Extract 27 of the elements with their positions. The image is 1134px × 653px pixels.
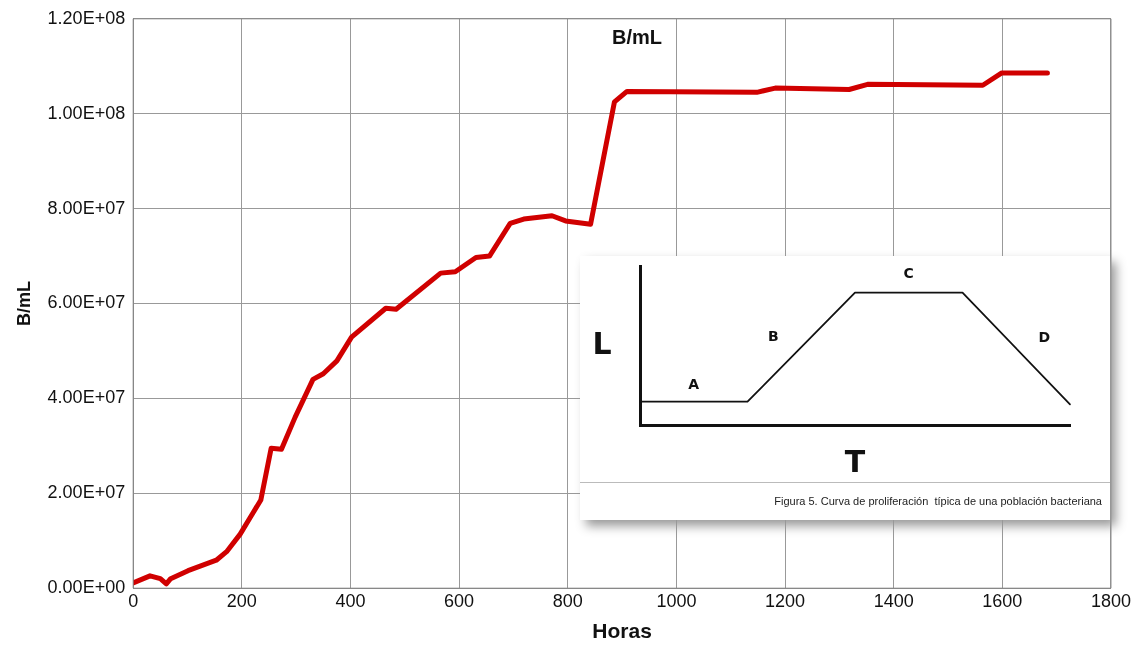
x-tick-label: 1800 xyxy=(1090,590,1131,611)
y-tick-label: 1.20E+08 xyxy=(47,7,126,28)
x-axis-title: T xyxy=(844,443,866,479)
x-tick-label: 1400 xyxy=(873,590,914,611)
annotation: C xyxy=(903,265,914,282)
y-tick-label: 0.00E+00 xyxy=(47,577,126,598)
annotation: D xyxy=(1038,329,1051,346)
annotation: Figura 5. Curva de proliferación típica de una población bacteriana xyxy=(580,482,1110,518)
y-tick-label: 6.00E+07 xyxy=(47,292,126,313)
x-tick-label: 1200 xyxy=(765,590,806,611)
y-tick-label: 4.00E+07 xyxy=(47,387,126,408)
x-tick-label: 0 xyxy=(128,590,139,611)
x-tick-label: 1600 xyxy=(982,590,1023,611)
annotation: B xyxy=(767,327,779,344)
chart-title: B/mL xyxy=(612,26,663,49)
y-axis-title: B/mL xyxy=(13,281,34,326)
y-tick-label: 2.00E+07 xyxy=(47,482,126,503)
annotation: A xyxy=(688,376,700,393)
x-tick-label: 1000 xyxy=(656,590,697,611)
x-tick-label: 200 xyxy=(226,590,257,611)
x-tick-label: 800 xyxy=(552,590,583,611)
x-tick-label: 600 xyxy=(444,590,475,611)
x-tick-label: 400 xyxy=(335,590,366,611)
y-tick-label: 8.00E+07 xyxy=(47,197,126,218)
y-tick-label: 1.00E+08 xyxy=(47,102,126,123)
y-axis-title: L xyxy=(592,325,612,361)
x-axis-title: Horas xyxy=(592,619,652,643)
